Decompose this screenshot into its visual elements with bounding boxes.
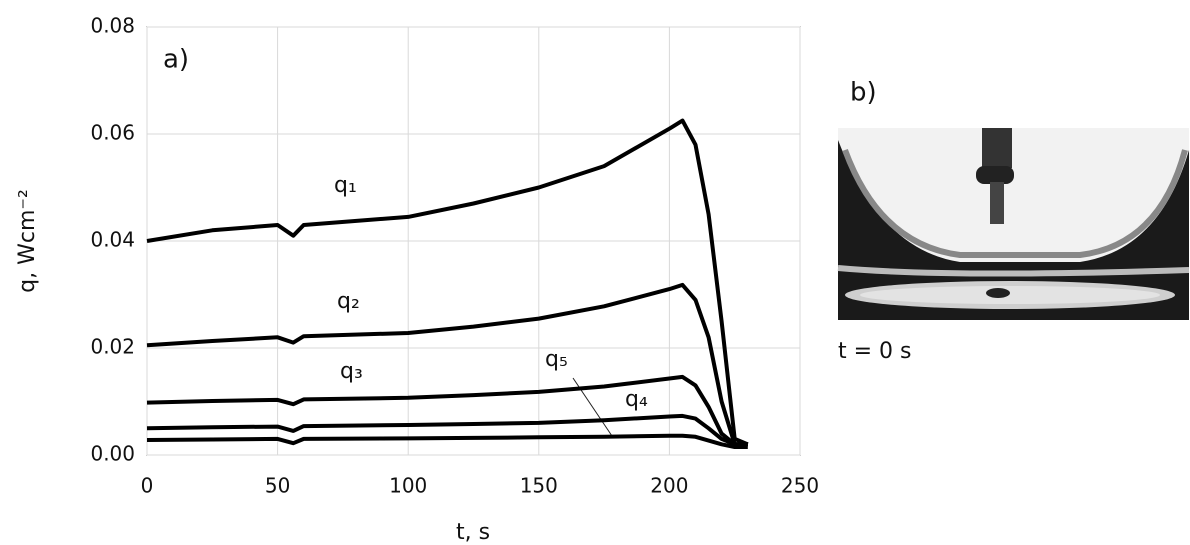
y-tick-label: 0.00: [90, 442, 135, 466]
x-axis-label: t, s: [456, 520, 490, 545]
y-tick-label: 0.08: [90, 14, 135, 38]
series-label: q₃: [340, 359, 363, 384]
series-label: q₅: [545, 347, 568, 372]
y-tick-label: 0.02: [90, 335, 135, 359]
data-line: [146, 374, 748, 447]
series-label: q₂: [337, 289, 360, 314]
y-tick-label: 0.04: [90, 228, 135, 252]
data-line: [146, 118, 749, 447]
panel-label: b): [850, 78, 877, 108]
x-tick-label: 150: [520, 474, 558, 498]
x-tick-label: 100: [389, 474, 427, 498]
y-tick-label: 0.06: [90, 121, 135, 145]
data-line: [146, 282, 748, 447]
photo-caption: t = 0 s: [838, 339, 912, 364]
panel-label: a): [163, 45, 189, 75]
x-tick-label: 50: [265, 474, 290, 498]
data-line: [146, 413, 748, 447]
x-tick-label: 200: [650, 474, 688, 498]
data-line: [146, 433, 748, 449]
series-label: q₁: [334, 173, 357, 198]
x-tick-label: 250: [781, 474, 819, 498]
x-tick-label: 0: [141, 474, 154, 498]
y-axis-label: q, Wcm⁻²: [15, 189, 40, 293]
series-label: q₄: [625, 387, 648, 412]
photo: [837, 128, 1190, 320]
